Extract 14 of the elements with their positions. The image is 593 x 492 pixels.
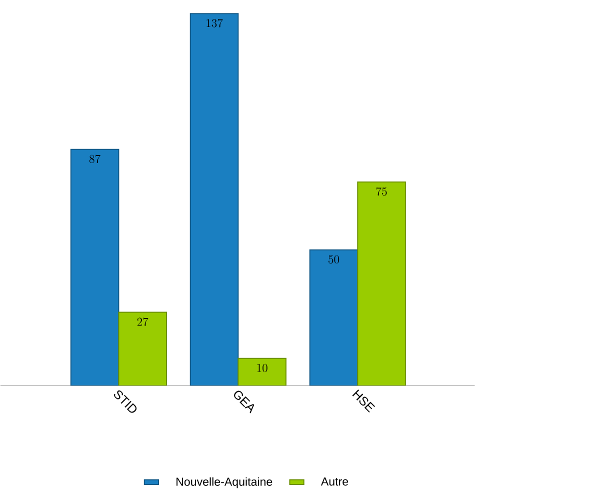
bar [238, 358, 286, 386]
data-label: 10 [257, 364, 268, 372]
data-label: 50 [328, 255, 340, 264]
bar [357, 182, 406, 386]
data-label: 27 [137, 318, 148, 326]
legend-label: Autre [320, 478, 348, 486]
bar [190, 13, 239, 386]
bar [70, 149, 120, 386]
data-label: 75 [376, 187, 387, 196]
data-label: 87 [89, 154, 100, 164]
data-label: 137 [206, 19, 223, 28]
legend-label: Nouvelle-Aquitaine [176, 477, 272, 488]
bar [309, 249, 358, 386]
bar [118, 312, 167, 386]
